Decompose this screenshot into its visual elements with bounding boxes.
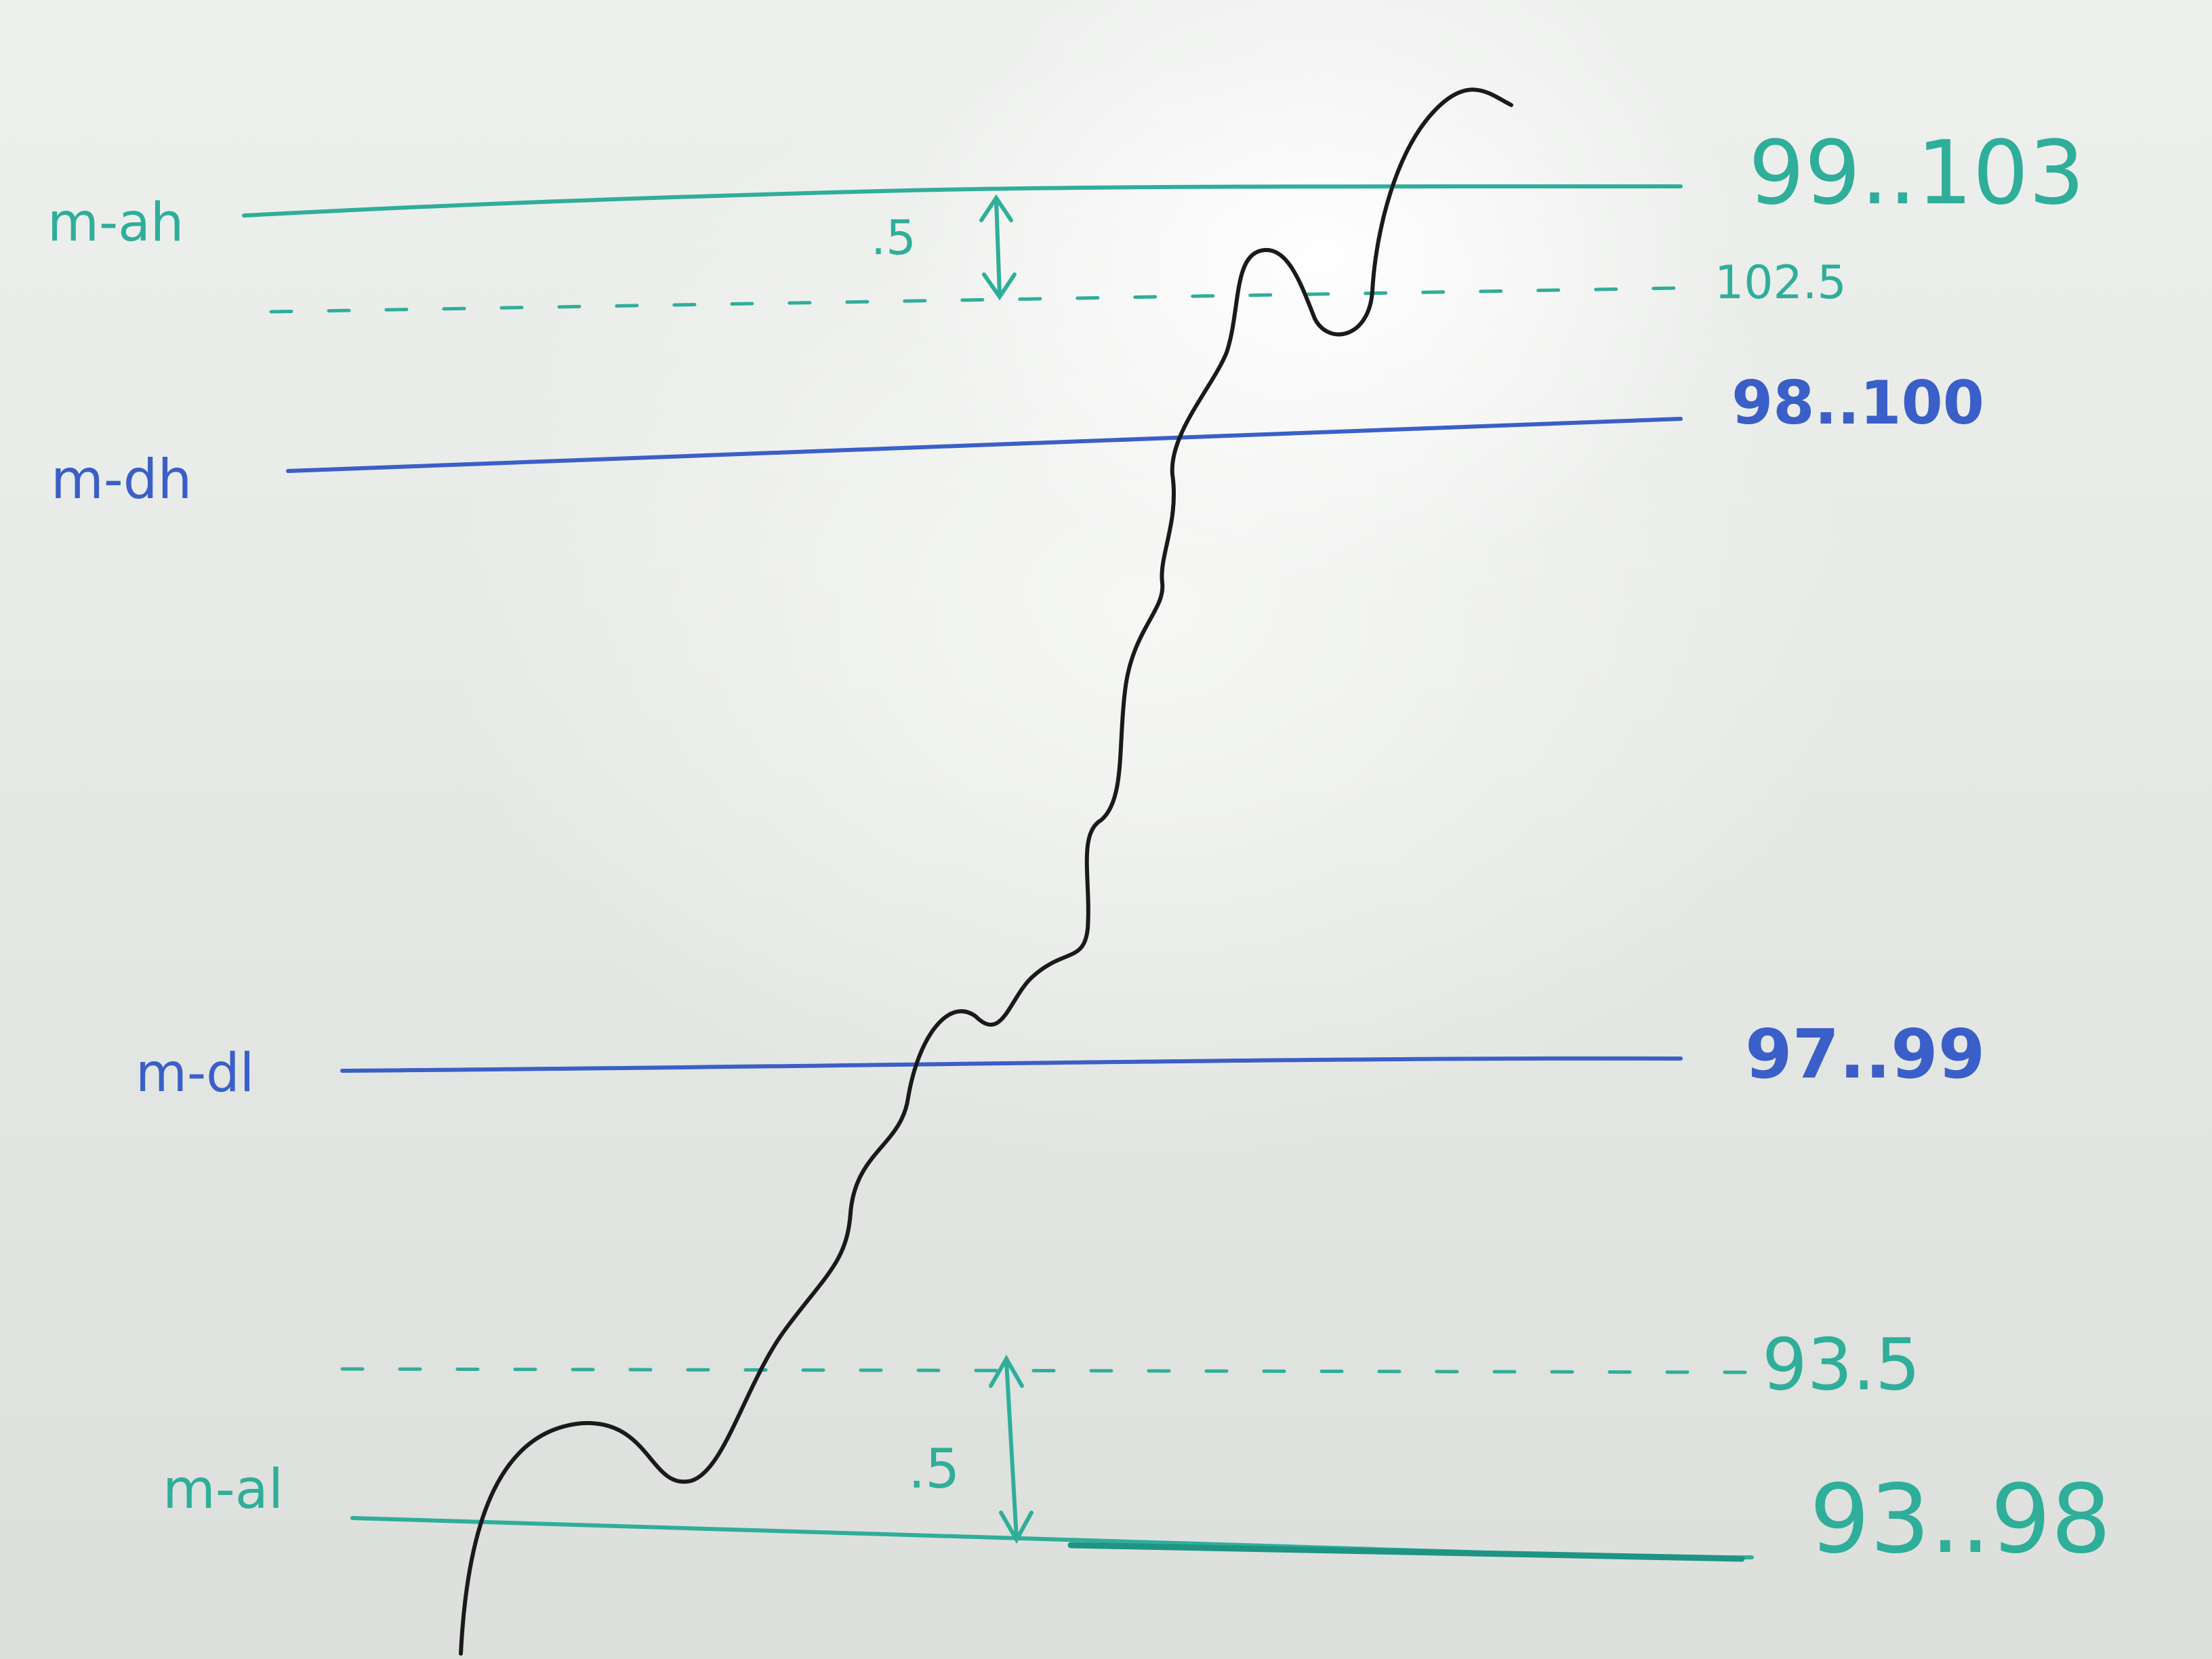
range-102-5: 102.5 bbox=[1715, 256, 1847, 310]
line-m-al-bold bbox=[1067, 1542, 1745, 1562]
range-m-dh: 98..100 bbox=[1732, 368, 1984, 438]
label-m-ah: m-ah bbox=[47, 192, 184, 253]
line-m-dl bbox=[340, 1056, 1683, 1073]
upper-gap-arrow bbox=[979, 194, 1017, 301]
label-m-al: m-al bbox=[163, 1458, 283, 1521]
upper-gap-label: .5 bbox=[871, 210, 916, 266]
range-m-dl: 97..99 bbox=[1745, 1015, 1985, 1094]
lower-gap-arrow bbox=[989, 1354, 1033, 1544]
lower-gap-label: .5 bbox=[908, 1437, 960, 1500]
dashed-line-102-5 bbox=[269, 286, 1683, 314]
range-m-al: 93..98 bbox=[1809, 1465, 2111, 1575]
range-m-ah: 99..103 bbox=[1748, 121, 2085, 224]
range-93-5: 93.5 bbox=[1762, 1324, 1921, 1406]
line-m-ah bbox=[242, 184, 1683, 218]
dashed-line-93-5 bbox=[340, 1367, 1750, 1374]
line-m-dh bbox=[286, 417, 1683, 473]
price-curve bbox=[459, 87, 1513, 1656]
label-m-dl: m-dl bbox=[136, 1043, 254, 1104]
label-m-dh: m-dh bbox=[51, 448, 192, 511]
